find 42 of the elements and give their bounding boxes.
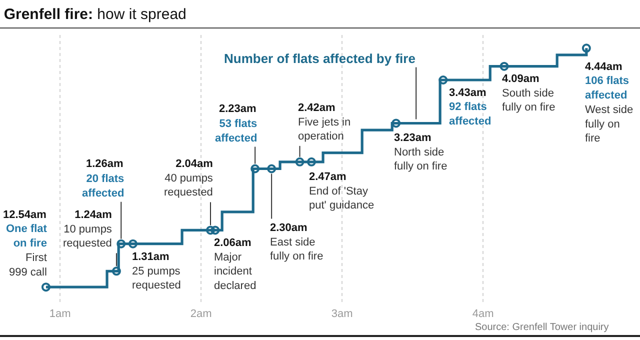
point [306, 157, 316, 166]
x-tick-label: 1am [49, 308, 71, 320]
point [267, 164, 276, 174]
annotation: 2.23am [219, 103, 257, 115]
point [295, 157, 304, 166]
annotation: 4.44am [585, 61, 623, 73]
data-label: 20 flats affected [82, 173, 124, 200]
source-note: Source: Grenfell Tower inquiry [475, 322, 609, 333]
annotation: 2.04am 40 pumps requested [164, 158, 214, 199]
annotation: First 999 call [9, 252, 47, 278]
point [500, 62, 509, 71]
data-label: One flat on fire [6, 223, 48, 250]
data-label: 53 flats affected [215, 118, 258, 144]
data-label: 92 flats affected [449, 101, 492, 128]
annotation: West side fully on fire [585, 104, 634, 145]
point [582, 44, 591, 53]
text: Number of flats affected by fire [224, 51, 416, 66]
point [112, 266, 121, 276]
chart-title: Grenfell fire: how it spread [4, 6, 186, 23]
x-tick-label: 2am [190, 308, 212, 320]
annotation: 1.24am 10 pumps requested [63, 209, 112, 250]
annotation: 2.30am East side fully on fire [270, 222, 324, 263]
annotation: 4.09am South side fully on fire [502, 73, 556, 114]
point [210, 226, 220, 235]
annotation: 1.31am 25 pumps requested [132, 251, 181, 292]
point [206, 226, 216, 235]
point [392, 118, 401, 128]
data-label: 106 flats affected [585, 75, 630, 102]
point [438, 76, 448, 84]
x-tick-label: 3am [331, 308, 353, 320]
annotation: 3.43am [449, 87, 487, 99]
annotation: 2.47am End of 'Stay put' guidance [309, 171, 374, 212]
point [250, 164, 260, 174]
point [41, 282, 50, 292]
annotation: 2.42am Five jets in operation [298, 102, 351, 143]
annotation: 3.23am North side fully on fire [394, 132, 448, 173]
annotation: 2.06am Major incident declared [214, 237, 256, 292]
annotation: 12.54am [3, 209, 47, 221]
annotation: 1.26am [86, 158, 124, 170]
point [116, 239, 126, 248]
x-tick-label: 4am [472, 308, 494, 320]
point [128, 239, 138, 248]
